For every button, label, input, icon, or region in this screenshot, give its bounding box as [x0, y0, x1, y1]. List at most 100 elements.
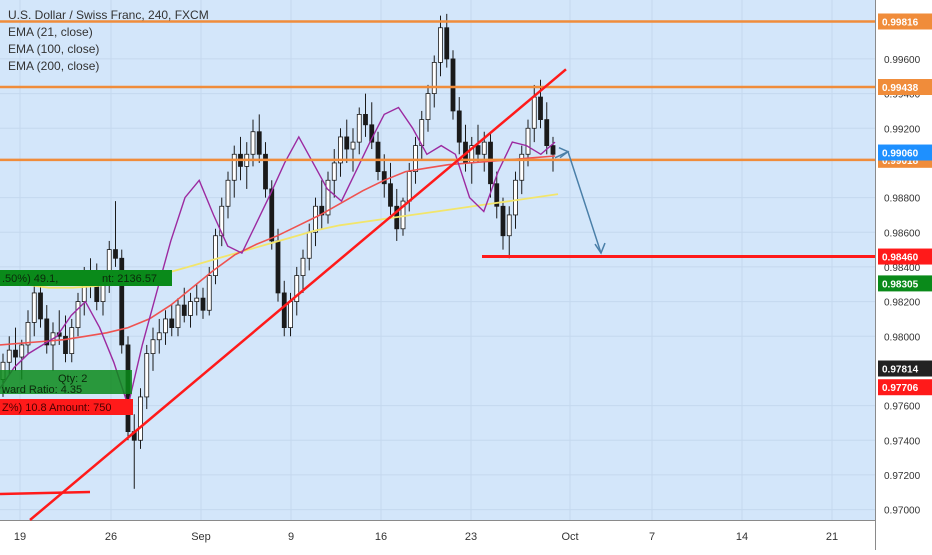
price-label-text: 0.99816	[882, 17, 919, 28]
candle-body	[75, 301, 81, 329]
time-tick-label: 7	[649, 531, 655, 543]
price-label-box	[878, 248, 932, 265]
price-label-text: 0.99438	[882, 83, 919, 94]
candle-body	[525, 127, 531, 155]
position-tool-stop-box	[0, 399, 133, 415]
projection-arrowhead	[594, 242, 606, 255]
candle-body	[294, 275, 300, 303]
candle-body	[219, 205, 225, 237]
trendline	[29, 68, 567, 521]
price-tick-label: 0.99400	[884, 90, 921, 101]
candle-body	[531, 96, 537, 129]
candle-body	[431, 62, 437, 95]
candle-body	[350, 141, 356, 150]
candle-body	[406, 171, 412, 202]
candle-body	[500, 205, 506, 237]
candle-body	[31, 292, 37, 323]
candle-body	[438, 27, 443, 63]
candle-body	[188, 301, 193, 316]
candle-body	[363, 114, 368, 126]
price-label-box	[878, 360, 932, 377]
candle-body	[488, 141, 493, 185]
time-tick-label: 14	[736, 531, 748, 543]
position-tool-label-5: Z%) 10.8 Amount: 750	[2, 402, 111, 414]
candle-body	[388, 183, 393, 207]
candle-body	[44, 318, 50, 346]
price-tick-label: 0.98800	[884, 194, 921, 205]
candle-body	[506, 214, 512, 237]
candle-body	[313, 205, 318, 233]
price-tick-label: 0.97000	[884, 506, 921, 517]
price-label-text: 0.99060	[882, 149, 919, 160]
price-label-text: 0.99018	[882, 156, 919, 167]
time-tick-label: Sep	[191, 531, 211, 543]
candle-body	[494, 183, 500, 207]
legend-ema21: EMA (21, close)	[8, 25, 93, 39]
price-tick-label: 0.98400	[884, 263, 921, 274]
price-label-box	[878, 379, 932, 396]
candle-body	[163, 318, 168, 334]
candle-body	[331, 162, 337, 181]
projection-arrowhead-upper	[558, 146, 570, 159]
legend-ema200: EMA (200, close)	[8, 59, 100, 73]
time-axis-background	[0, 520, 875, 550]
candle-body	[444, 27, 450, 60]
candle-body	[181, 304, 187, 316]
candle-body	[344, 136, 350, 150]
candle-body	[200, 297, 206, 311]
price-tick-label: 0.97200	[884, 471, 921, 482]
candle-body	[38, 292, 43, 320]
chart-title: U.S. Dollar / Swiss Franc, 240, FXCM	[8, 8, 209, 22]
candle-body	[19, 344, 25, 358]
time-tick-label: 26	[105, 531, 117, 543]
candle-body	[269, 188, 275, 242]
candle-body	[194, 297, 200, 302]
price-tick-label: 0.98000	[884, 332, 921, 343]
position-tool-label-3: Qty: 2	[58, 373, 87, 385]
time-tick-label: Oct	[561, 531, 578, 543]
candles	[0, 13, 556, 489]
ema100-line	[0, 155, 556, 346]
candle-body	[156, 332, 162, 341]
candle-body	[231, 153, 237, 181]
price-tick-label: 0.99200	[884, 124, 921, 135]
candle-body	[6, 349, 12, 363]
plot-background	[0, 0, 875, 520]
candle-body	[119, 257, 125, 346]
candle-body	[113, 249, 118, 259]
time-tick-label: 19	[14, 531, 26, 543]
legend-ema100: EMA (100, close)	[8, 42, 100, 56]
candle-body	[150, 339, 156, 355]
position-tool-qty-box	[0, 370, 132, 394]
candle-body	[281, 292, 287, 328]
candle-body	[169, 318, 175, 328]
candle-body	[356, 114, 362, 143]
price-tick-label: 0.98600	[884, 228, 921, 239]
time-tick-label: 16	[375, 531, 387, 543]
candle-body	[256, 131, 262, 155]
price-tick-label: 0.97600	[884, 402, 921, 413]
candle-body	[325, 179, 331, 216]
candle-body	[475, 145, 481, 155]
price-label-text: 0.98460	[882, 253, 919, 264]
candle-body	[213, 235, 218, 277]
price-tick-label: 0.98200	[884, 298, 921, 309]
time-tick-label: 23	[465, 531, 477, 543]
price-label-text: 0.97814	[882, 365, 919, 376]
candle-body	[69, 327, 75, 355]
price-label-box	[878, 275, 932, 292]
legend: U.S. Dollar / Swiss Franc, 240, FXCM EMA…	[8, 7, 209, 75]
candle-body	[13, 349, 18, 358]
candle-body	[138, 396, 143, 441]
candle-body	[456, 110, 462, 143]
candle-body	[288, 301, 293, 329]
position-tool-label-2: nt: 2136.57	[102, 273, 157, 285]
candle-body	[263, 153, 268, 190]
candle-body	[144, 353, 150, 398]
ema200-line	[0, 193, 559, 289]
candle-body	[225, 179, 231, 207]
candle-body	[544, 119, 550, 146]
candle-body	[175, 304, 181, 329]
